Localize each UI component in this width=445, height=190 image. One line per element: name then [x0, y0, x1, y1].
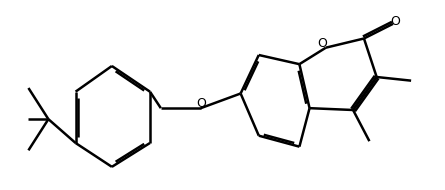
Text: O: O	[317, 37, 327, 50]
Text: O: O	[390, 15, 400, 28]
Text: O: O	[196, 97, 206, 110]
